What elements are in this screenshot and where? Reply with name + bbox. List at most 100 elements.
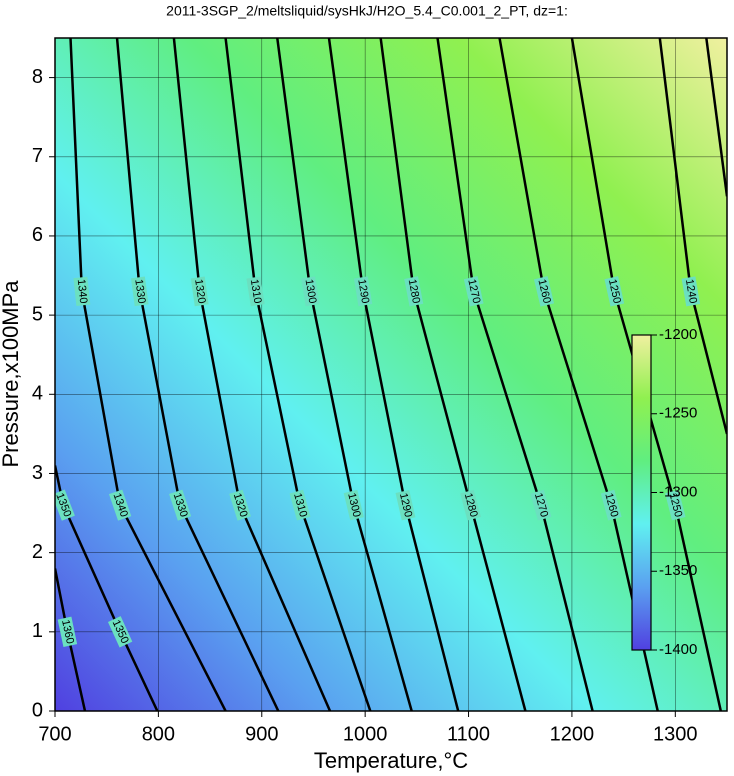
contour-label-group: 1290 bbox=[353, 276, 373, 307]
contour-label-bg bbox=[289, 489, 311, 521]
contour-label: 1260 bbox=[535, 278, 552, 305]
contour-label-group: 1290 bbox=[395, 489, 416, 521]
y-tick-label: 2 bbox=[32, 541, 43, 563]
x-tick-label: 900 bbox=[245, 723, 278, 745]
contour-label: 1300 bbox=[303, 278, 319, 304]
contour-label-bg bbox=[600, 489, 622, 521]
contour-label-group: 1250 bbox=[604, 276, 625, 307]
contour-line bbox=[327, 38, 460, 711]
contour-label-bg bbox=[460, 489, 481, 521]
contour-label-group: 1260 bbox=[600, 489, 622, 521]
colorbar-tick-label: -1250 bbox=[659, 405, 697, 422]
y-axis-label: Pressure,x100MPa bbox=[0, 280, 23, 468]
contour-label-group: 1330 bbox=[169, 489, 192, 521]
colorbar bbox=[631, 334, 652, 651]
contour-label-bg bbox=[533, 276, 555, 307]
x-tick-label: 1100 bbox=[447, 723, 490, 745]
colorbar-tick-label: -1300 bbox=[659, 483, 697, 500]
y-tick-label: 6 bbox=[32, 224, 43, 246]
x-tick-label: 1300 bbox=[653, 723, 698, 745]
contour-label-bg bbox=[530, 489, 552, 521]
contour-label-group: 1320 bbox=[190, 276, 209, 307]
contour-label-group: 1330 bbox=[130, 276, 149, 307]
contour-label-bg bbox=[301, 276, 320, 307]
colorbar-tick-label: -1350 bbox=[659, 562, 697, 579]
y-tick-label: 8 bbox=[32, 66, 43, 88]
contour-label-group: 1310 bbox=[246, 276, 265, 307]
contour-label-bg bbox=[463, 276, 484, 307]
colorbar-tick-label: -1200 bbox=[659, 326, 697, 343]
contour-label: 1240 bbox=[683, 278, 699, 304]
contour-label: 1270 bbox=[465, 278, 482, 304]
contour-label: 1250 bbox=[667, 492, 685, 519]
contour-label-bg bbox=[404, 276, 424, 307]
contour-label-group: 1280 bbox=[404, 276, 424, 307]
contour-label-bg bbox=[665, 489, 686, 521]
contour-label-bg bbox=[343, 489, 364, 521]
contour-label-bg bbox=[169, 489, 192, 521]
contour-line bbox=[224, 38, 372, 711]
contour-label-bg bbox=[107, 616, 133, 648]
contour-label-bg bbox=[55, 489, 75, 521]
contour-label-bg bbox=[246, 276, 265, 307]
contour-label: 1290 bbox=[397, 492, 414, 519]
contour-label-group: 1300 bbox=[301, 276, 320, 307]
contour-label-bg bbox=[57, 616, 78, 647]
contour-label-bg bbox=[395, 489, 416, 521]
contour-label-group: 1260 bbox=[533, 276, 555, 307]
contour-line bbox=[115, 38, 280, 711]
x-axis-label: Temperature,°C bbox=[314, 748, 468, 773]
contour-label: 1280 bbox=[406, 278, 422, 304]
contour-label: 1300 bbox=[345, 492, 362, 519]
y-tick-label: 4 bbox=[32, 383, 43, 405]
x-tick-label: 1000 bbox=[343, 723, 388, 745]
contour-label-group: 1320 bbox=[229, 489, 251, 521]
contour-label: 1360 bbox=[59, 619, 76, 645]
contour-label-group: 1310 bbox=[289, 489, 311, 521]
contour-line bbox=[436, 38, 594, 711]
y-tick-label: 1 bbox=[32, 620, 43, 642]
contour-label-group: 1300 bbox=[343, 489, 364, 521]
contour-line bbox=[705, 38, 727, 197]
contour-label: 1310 bbox=[248, 278, 264, 304]
contour-label: 1250 bbox=[606, 278, 623, 304]
contour-label: 1290 bbox=[355, 278, 371, 304]
contour-label-group: 1360 bbox=[57, 616, 78, 647]
contour-label-group: 1270 bbox=[530, 489, 552, 521]
y-tick-label: 5 bbox=[32, 303, 43, 325]
contour-label: 1340 bbox=[75, 279, 90, 305]
y-tick-label: 3 bbox=[32, 462, 43, 484]
contour-label-group: 1340 bbox=[73, 276, 91, 307]
plot-frame bbox=[54, 37, 728, 712]
contour-line bbox=[276, 38, 413, 711]
x-tick-label: 700 bbox=[38, 723, 71, 745]
x-tick-label: 1200 bbox=[550, 723, 595, 745]
colorbar-tick-label: -1400 bbox=[659, 641, 697, 658]
contour-label-group: 1240 bbox=[681, 276, 701, 307]
contour-label-bg bbox=[604, 276, 625, 307]
chart-title: 2011-3SGP_2/meltsliquid/sysHkJ/H2O_5.4_C… bbox=[166, 3, 568, 19]
contour-label-bg bbox=[73, 276, 91, 307]
contour-line bbox=[69, 38, 227, 711]
contour-line bbox=[172, 38, 332, 711]
contour-line bbox=[379, 38, 527, 711]
contour-label-group: 1280 bbox=[460, 489, 481, 521]
contour-label-bg bbox=[681, 276, 701, 307]
contour-line bbox=[55, 465, 159, 711]
x-tick-label: 800 bbox=[142, 723, 175, 745]
contour-label-bg bbox=[108, 489, 132, 521]
contour-label-group: 1340 bbox=[108, 489, 132, 521]
contour-label: 1330 bbox=[132, 278, 147, 304]
y-tick-label: 0 bbox=[32, 699, 43, 721]
contour-label: 1320 bbox=[192, 278, 207, 304]
contour-label-group: 1250 bbox=[665, 489, 686, 521]
contour-label-bg bbox=[190, 276, 209, 307]
contour-label-bg bbox=[229, 489, 251, 521]
contour-label-bg bbox=[353, 276, 373, 307]
contour-label-bg bbox=[130, 276, 149, 307]
y-tick-label: 7 bbox=[32, 145, 43, 167]
contour-label-group: 1270 bbox=[463, 276, 484, 307]
